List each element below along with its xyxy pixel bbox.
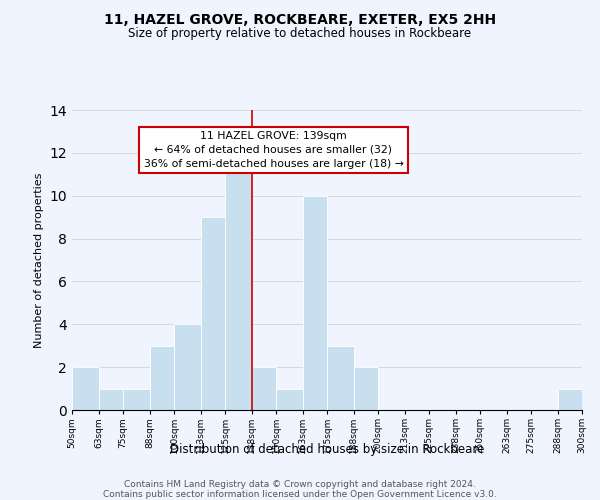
Text: Contains HM Land Registry data © Crown copyright and database right 2024.: Contains HM Land Registry data © Crown c… (124, 480, 476, 489)
Bar (98, 388, 123, 410)
Bar (327, 346, 353, 410)
Bar (557, 388, 582, 410)
Text: 11 HAZEL GROVE: 139sqm
← 64% of detached houses are smaller (32)
36% of semi-det: 11 HAZEL GROVE: 139sqm ← 64% of detached… (143, 131, 403, 169)
Bar (353, 367, 378, 410)
Text: Distribution of detached houses by size in Rockbeare: Distribution of detached houses by size … (170, 442, 484, 456)
Bar (276, 388, 302, 410)
Text: Size of property relative to detached houses in Rockbeare: Size of property relative to detached ho… (128, 28, 472, 40)
Y-axis label: Number of detached properties: Number of detached properties (34, 172, 44, 348)
Bar (200, 217, 225, 410)
Bar (251, 367, 276, 410)
Bar (149, 346, 174, 410)
Text: 11, HAZEL GROVE, ROCKBEARE, EXETER, EX5 2HH: 11, HAZEL GROVE, ROCKBEARE, EXETER, EX5 … (104, 12, 496, 26)
Bar (302, 196, 327, 410)
Bar (72, 367, 98, 410)
Bar (123, 388, 149, 410)
Bar (174, 324, 200, 410)
Bar (225, 153, 251, 410)
Text: Contains public sector information licensed under the Open Government Licence v3: Contains public sector information licen… (103, 490, 497, 499)
